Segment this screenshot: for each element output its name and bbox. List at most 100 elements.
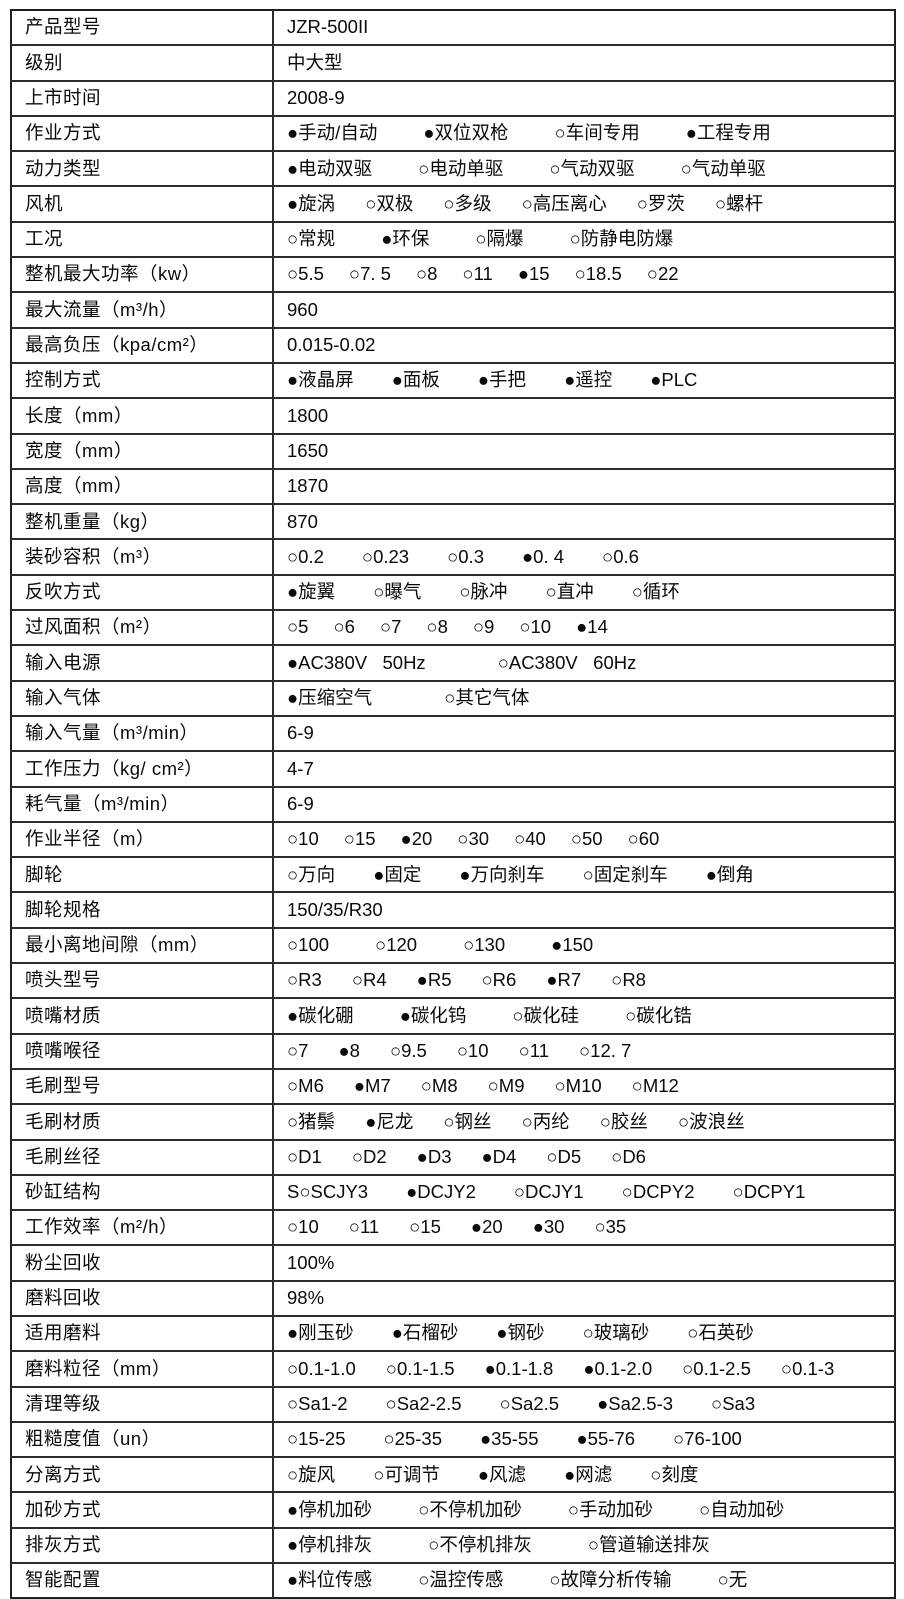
spec-label: 作业方式	[11, 114, 274, 152]
option-radio-filled: ●20	[400, 828, 433, 850]
spec-text-value: 4-7	[273, 750, 895, 787]
option-radio-filled: ●万向刹车	[459, 863, 545, 885]
option-radio-empty: ○60	[627, 828, 660, 850]
option-radio-empty: ○管道输送排灰	[587, 1534, 711, 1556]
option-radio-empty: ○固定刹车	[582, 863, 668, 885]
option-radio-filled: ●D4	[481, 1145, 517, 1167]
option-radio-empty: ○22	[646, 263, 679, 285]
option-radio-empty: ○15	[343, 828, 376, 850]
option-radio-empty: ○0.23	[361, 545, 410, 567]
option-radio-empty: ○0.1-3	[780, 1357, 835, 1379]
spec-text-value: 1800	[273, 397, 895, 434]
option-radio-empty: ○其它气体	[444, 687, 530, 709]
option-radio-empty: ○10	[456, 1040, 489, 1061]
spec-row: 整机重量（kg） 870	[11, 503, 895, 540]
option-radio-filled: ●R5	[416, 969, 452, 991]
spec-options-cell: ○旋风 ○可调节 ●风滤 ●网滤 ○刻度	[273, 1456, 895, 1493]
spec-options-cell: ○D1 ○D2 ●D3 ●D4 ○D5 ○D6	[273, 1138, 895, 1175]
spec-options-cell: ○M6 ●M7 ○M8 ○M9 ○M10 ○M12	[273, 1067, 895, 1105]
option-radio-empty: ○不停机排灰	[428, 1534, 532, 1556]
spec-row: 毛刷丝径 ○D1 ○D2 ●D3 ●D4 ○D5 ○D6	[11, 1138, 895, 1175]
option-radio-empty: ○5	[287, 616, 309, 638]
spec-label: 分离方式	[11, 1456, 274, 1493]
option-radio-empty: ○M12	[631, 1075, 679, 1097]
option-radio-empty: ○0.1-2.5	[682, 1357, 751, 1379]
spec-row: 磨料回收 98%	[11, 1279, 895, 1316]
spec-row: 工作效率（m²/h） ○10 ○11 ○15 ●20 ●30 ○35	[11, 1209, 895, 1246]
spec-row: 排灰方式 ●停机排灰 ○不停机排灰 ○管道输送排灰	[11, 1526, 895, 1564]
spec-label: 毛刷丝径	[11, 1138, 274, 1175]
option-radio-empty: ○可调节	[373, 1463, 440, 1485]
option-radio-empty: ○25-35	[383, 1428, 443, 1450]
option-radio-filled: ●双位双枪	[423, 122, 509, 144]
spec-row: 作业方式 ●手动/自动 ●双位双枪 ○车间专用 ●工程专用	[11, 114, 895, 152]
spec-label: 最大流量（m³/h）	[11, 291, 274, 328]
spec-options-cell: ○0.1-1.0 ○0.1-1.5 ●0.1-1.8 ●0.1-2.0 ○0.1-2.5…	[273, 1350, 895, 1387]
spec-label: 适用磨料	[11, 1314, 274, 1352]
spec-options-cell: ●刚玉砂 ●石榴砂 ●钢砂 ○玻璃砂 ○石英砂	[273, 1314, 895, 1352]
option-radio-empty: ○钢丝	[443, 1110, 492, 1132]
option-radio-filled: ●0.1-1.8	[484, 1357, 554, 1379]
spec-table: 产品型号 JZR-500II 级别 中大型 上市时间 2008-9 作业方式 ●手动/自动 ●双…	[10, 9, 896, 1599]
spec-label: 毛刷型号	[11, 1067, 274, 1105]
option-radio-filled: ●停机排灰	[287, 1534, 373, 1556]
spec-row: 脚轮规格 150/35/R30	[11, 891, 895, 928]
spec-row: 智能配置 ●料位传感 ○温控传感 ○故障分析传输 ○无	[11, 1562, 895, 1599]
option-radio-empty: ○R3	[287, 969, 322, 991]
spec-label: 脚轮	[11, 856, 274, 893]
spec-options-cell: ●停机加砂 ○不停机加砂 ○手动加砂 ○自动加砂	[273, 1491, 895, 1528]
option-radio-filled: ●石榴砂	[391, 1322, 459, 1344]
option-radio-filled: ●面板	[391, 369, 440, 391]
spec-label: 反吹方式	[11, 573, 274, 611]
option-radio-empty: ○DCPY1	[732, 1181, 806, 1203]
spec-options-cell: ○Sa1-2 ○Sa2-2.5 ○Sa2.5 ●Sa2.5-3 ○Sa3	[273, 1385, 895, 1422]
option-radio-empty: ○D6	[611, 1145, 646, 1167]
option-radio-empty: ○循环	[631, 581, 680, 603]
spec-label: 风机	[11, 185, 274, 222]
spec-row: 最大流量（m³/h） 960	[11, 291, 895, 328]
spec-label: 磨料粒径（mm）	[11, 1350, 274, 1387]
spec-sheet-page: 产品型号 JZR-500II 级别 中大型 上市时间 2008-9 作业方式 ●手动/自动 ●双…	[10, 9, 896, 1599]
spec-row: 工况 ○常规 ●环保 ○隔爆 ○防静电防爆	[11, 220, 895, 258]
spec-label: 输入气量（m³/min）	[11, 714, 274, 752]
spec-row: 喷嘴材质 ●碳化硼 ●碳化钨 ○碳化硅 ○碳化锆	[11, 997, 895, 1034]
option-radio-empty: ○7. 5	[348, 263, 391, 285]
spec-row: 清理等级 ○Sa1-2 ○Sa2-2.5 ○Sa2.5 ●Sa2.5-3 ○Sa3	[11, 1385, 895, 1422]
spec-text-value: 0.015-0.02	[273, 326, 895, 363]
spec-row: 级别 中大型	[11, 44, 895, 81]
option-radio-empty: ○11	[518, 1040, 549, 1061]
spec-label: 毛刷材质	[11, 1103, 274, 1140]
option-radio-empty: ○高压离心	[521, 192, 607, 214]
option-radio-filled: ●30	[532, 1216, 565, 1238]
spec-label: 脚轮规格	[11, 891, 274, 928]
spec-options-cell: ○5.5 ○7. 5 ○8 ○11 ●15 ○18.5 ○22	[273, 256, 895, 293]
spec-options-cell: ○常规 ●环保 ○隔爆 ○防静电防爆	[273, 220, 895, 258]
option-radio-filled: ●PLC	[650, 369, 698, 391]
option-radio-empty: ○0.3	[447, 545, 484, 567]
option-radio-empty: ○直冲	[545, 581, 594, 603]
option-radio-empty: ○多级	[443, 192, 492, 214]
spec-text-value: 6-9	[273, 785, 895, 822]
spec-label: 砂缸结构	[11, 1173, 274, 1211]
spec-label: 级别	[11, 44, 274, 81]
option-radio-filled: ●停机加砂	[287, 1498, 373, 1520]
option-radio-empty: ○9	[472, 616, 495, 638]
spec-row: 加砂方式 ●停机加砂 ○不停机加砂 ○手动加砂 ○自动加砂	[11, 1491, 895, 1528]
spec-options-cell: ●压缩空气 ○其它气体	[273, 679, 895, 716]
spec-row: 输入电源 ●AC380V 50Hz ○AC380V 60Hz	[11, 644, 895, 681]
option-radio-filled: ●35-55	[480, 1428, 539, 1450]
option-radio-filled: ●DCJY2	[406, 1181, 476, 1203]
option-radio-empty: ○130	[463, 934, 506, 956]
spec-label: 宽度（mm）	[11, 432, 274, 469]
option-radio-empty: ○气动单驱	[680, 157, 766, 179]
option-radio-empty: ○曝气	[373, 581, 422, 603]
spec-row: 动力类型 ●电动双驱 ○电动单驱 ○气动双驱 ○气动单驱	[11, 150, 895, 187]
option-radio-empty: ○无	[717, 1569, 748, 1591]
spec-row: 喷头型号 ○R3 ○R4 ●R5 ○R6 ●R7 ○R8	[11, 962, 895, 999]
option-radio-empty: ○M9	[487, 1075, 525, 1097]
option-radio-empty: ○刻度	[650, 1463, 699, 1485]
option-radio-empty: ○76-100	[673, 1428, 742, 1450]
spec-text-value: 98%	[273, 1279, 895, 1316]
option-radio-filled: ●尼龙	[365, 1110, 414, 1132]
option-radio-empty: ○10	[519, 616, 552, 638]
